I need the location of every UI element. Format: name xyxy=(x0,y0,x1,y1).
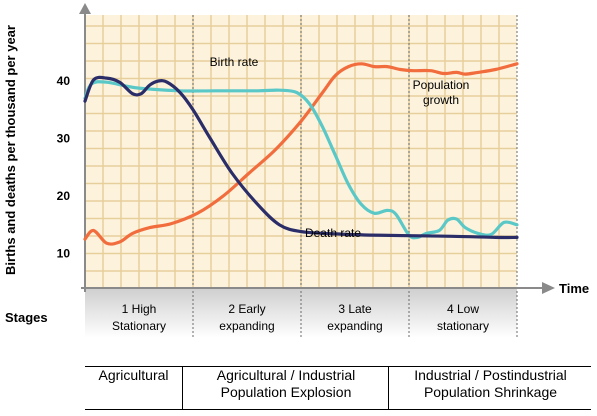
economy-cell-agricultural-industrial: Agricultural / Industrial Population Exp… xyxy=(182,367,389,409)
stage-label-line2: stationary xyxy=(437,319,489,333)
stage-label-line1: 4 Low xyxy=(447,302,479,316)
economy-cell-agricultural: Agricultural xyxy=(85,367,182,409)
series-line-birth-rate xyxy=(83,80,519,240)
y-tick-labels: 10 20 30 40 xyxy=(57,74,71,261)
economy-cell-line: Agricultural xyxy=(98,367,169,383)
population-growth-annotation: Population growth xyxy=(413,78,470,107)
x-axis-label: Time xyxy=(559,281,589,296)
economy-cell-line: Population Explosion xyxy=(220,384,352,400)
series-line-death-rate xyxy=(83,75,519,240)
stages-label: Stages xyxy=(5,310,48,325)
stage-label-line2: expanding xyxy=(327,319,382,333)
stage-label-line1: 3 Late xyxy=(338,302,372,316)
y-tick-label: 40 xyxy=(57,74,71,88)
series-line-population-growth xyxy=(83,62,519,246)
y-axis-label: Births and deaths per thousand per year xyxy=(3,25,18,275)
x-axis-arrow-icon xyxy=(542,282,555,294)
annotation-line: Population xyxy=(413,78,470,92)
birth-rate-annotation: Birth rate xyxy=(210,55,259,69)
series-lines xyxy=(83,62,519,246)
y-tick-label: 10 xyxy=(57,247,71,261)
economy-table: Agricultural Agricultural / Industrial P… xyxy=(85,366,591,410)
stage-label-line1: 1 High xyxy=(122,302,157,316)
stage-label-line1: 2 Early xyxy=(228,302,265,316)
demographic-transition-chart: 10 20 30 40 Births and deaths per thousand … xyxy=(3,3,589,338)
stage-labels: 1 High Stationary 2 Early expanding 3 Late ex… xyxy=(112,302,489,333)
annotation-line: growth xyxy=(423,93,459,107)
stage-dividers xyxy=(192,15,518,338)
y-tick-label: 30 xyxy=(57,132,71,146)
stage-label-line2: expanding xyxy=(219,319,274,333)
economy-cell-line: Industrial / Postindustrial xyxy=(414,367,567,383)
stage-label-line2: Stationary xyxy=(112,319,166,333)
death-rate-annotation: Death rate xyxy=(305,226,361,240)
y-tick-label: 20 xyxy=(57,189,71,203)
economy-cell-line: Population Shrinkage xyxy=(423,384,558,400)
economy-cell-industrial-postindustrial: Industrial / Postindustrial Population S… xyxy=(388,367,592,409)
economy-cell-line: Agricultural / Industrial xyxy=(216,367,356,383)
y-axis-arrow-icon xyxy=(79,3,91,14)
